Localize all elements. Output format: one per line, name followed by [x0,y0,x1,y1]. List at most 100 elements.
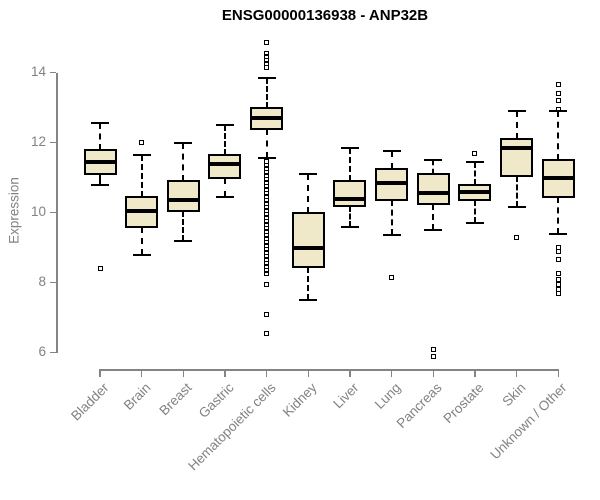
upper-whisker-line [557,111,560,160]
outlier-point [264,204,270,210]
lower-whisker-cap [507,206,526,209]
outlier-point [264,166,270,172]
upper-whisker-line [473,161,476,185]
median-line [250,116,284,120]
lower-whisker-line [515,175,518,208]
lower-whisker-line [390,200,393,236]
median-line [125,208,159,213]
box [208,153,242,179]
outlier-point [264,180,270,186]
upper-whisker-cap [299,173,318,175]
lower-whisker-cap [382,234,401,237]
outlier-point [264,201,270,207]
upper-whisker-line [99,123,101,150]
lower-whisker-cap [424,229,443,231]
upper-whisker-line [390,151,393,169]
median-line [541,175,575,180]
y-axis-line [56,72,58,353]
outlier-point [264,246,270,252]
x-axis-tick [224,370,226,377]
outlier-point [264,281,270,287]
outlier-point [555,82,561,88]
median-line [166,198,200,203]
lower-whisker-cap [549,232,568,235]
lower-whisker-line [99,174,101,185]
lower-whisker-cap [340,225,359,228]
y-axis-tick [50,71,56,74]
upper-whisker-cap [382,150,401,153]
lower-whisker-cap [257,157,276,160]
outlier-point [555,290,561,296]
outlier-point [139,140,145,145]
outlier-point [264,57,270,63]
outlier-point [264,257,270,263]
upper-whisker-line [515,111,518,139]
box [333,180,367,207]
outlier-point [264,225,270,231]
upper-whisker-line [140,154,143,197]
outlier-point [430,346,436,352]
x-axis-line [99,369,560,371]
y-tick-label: 14 [30,63,46,79]
outlier-point [264,211,270,217]
y-axis-tick [50,141,56,144]
lower-whisker-line [473,200,476,223]
outlier-point [555,91,561,96]
outlier-point [555,248,561,254]
y-axis-tick [50,351,56,354]
lower-whisker-line [223,177,226,197]
outlier-point [264,194,270,200]
lower-whisker-cap [299,299,318,301]
outlier-point [430,353,436,359]
upper-whisker-cap [215,124,234,126]
outlier-point [264,187,270,193]
y-axis-tick [50,211,56,214]
upper-whisker-cap [132,153,151,156]
outlier-point [264,215,270,221]
upper-whisker-line [182,142,185,181]
box [500,138,534,177]
outlier-point [555,271,561,277]
upper-whisker-line [265,77,268,108]
upper-whisker-line [307,174,310,213]
x-axis-tick [557,370,559,377]
outlier-point [264,190,270,196]
outlier-point [555,257,561,263]
upper-whisker-cap [424,159,443,161]
box [166,180,200,212]
chart-title: ENSG00000136938 - ANP32B [221,7,429,24]
outlier-point [555,287,561,292]
outlier-point [264,330,270,336]
box [291,211,325,268]
upper-whisker-line [432,160,435,174]
median-line [375,180,409,185]
outlier-point [264,229,270,235]
lower-whisker-cap [465,222,484,224]
median-line [458,189,492,194]
outlier-point [472,150,478,156]
lower-whisker-cap [174,239,193,242]
outlier-point [264,267,270,273]
y-tick-label: 6 [38,343,46,359]
y-tick-label: 12 [30,133,46,149]
lower-whisker-cap [91,183,109,186]
outlier-point [264,54,270,60]
x-axis-tick [515,370,518,377]
median-line [416,191,450,196]
outlier-point [264,239,270,245]
box [416,173,450,205]
median-line [291,245,325,250]
lower-whisker-cap [132,253,151,256]
upper-whisker-cap [257,76,276,79]
x-axis-tick [265,370,268,377]
lower-whisker-line [307,266,310,300]
upper-whisker-cap [465,160,484,163]
lower-whisker-line [265,128,268,159]
outlier-point [264,176,270,182]
upper-whisker-cap [91,122,109,125]
lower-whisker-line [432,203,435,230]
outlier-point [264,197,270,203]
outlier-point [264,243,270,249]
lower-whisker-line [182,210,185,241]
